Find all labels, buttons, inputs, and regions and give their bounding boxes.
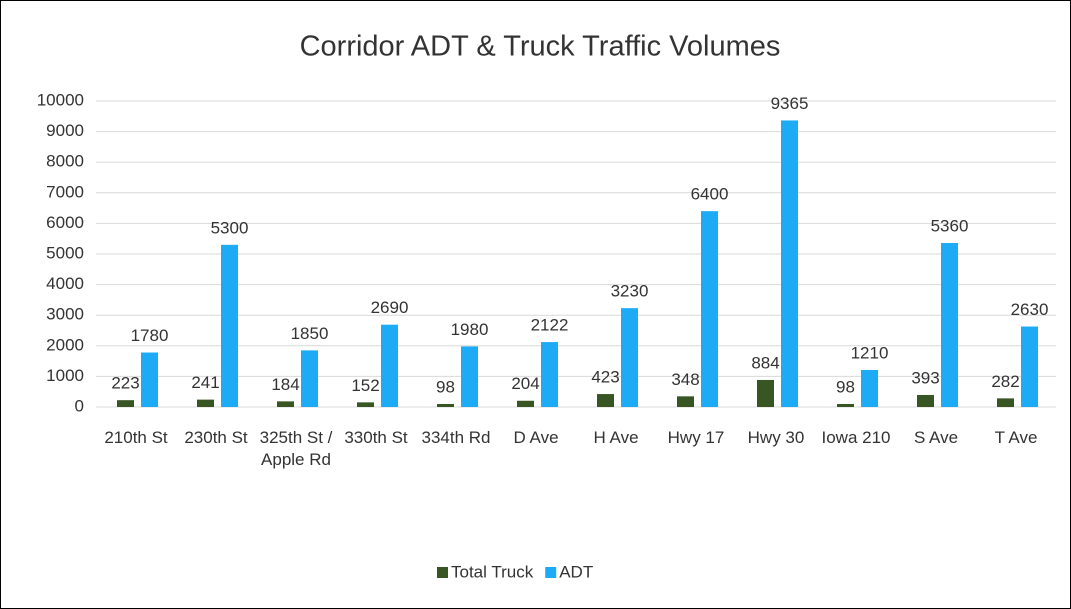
y-tick-label: 9000: [46, 121, 84, 140]
data-label: 2122: [531, 316, 569, 335]
x-tick-label: 325th St / Apple Rd: [259, 428, 333, 469]
bar: [461, 346, 478, 407]
y-tick-label: 4000: [46, 274, 84, 293]
bar: [541, 342, 558, 407]
bar: [517, 400, 534, 407]
data-label: 241: [191, 373, 219, 392]
bar: [757, 379, 774, 407]
x-tick-label: H Ave: [593, 428, 639, 447]
data-label: 1780: [131, 326, 169, 345]
data-label: 5360: [931, 216, 969, 235]
legend-swatch: [437, 567, 448, 578]
chart-title: Corridor ADT & Truck Traffic Volumes: [300, 31, 781, 63]
legend-swatch: [545, 567, 557, 578]
y-tick-label: 2000: [46, 335, 84, 354]
bar: [677, 396, 694, 407]
bar: [997, 398, 1014, 407]
bar: [301, 350, 318, 407]
data-label: 3230: [611, 282, 649, 301]
x-tick-label: Iowa 210: [821, 428, 891, 447]
data-label: 393: [911, 368, 939, 387]
bar: [597, 394, 614, 407]
bar: [621, 308, 638, 407]
bar: [861, 369, 878, 407]
bar: [941, 242, 958, 407]
data-label: 223: [111, 374, 139, 393]
y-tick-label: 7000: [46, 182, 84, 201]
data-label: 9365: [771, 94, 809, 113]
data-label: 1210: [851, 343, 889, 362]
bar: [221, 244, 238, 407]
data-label: 98: [436, 377, 455, 396]
y-tick-label: 6000: [46, 213, 84, 232]
data-label: 282: [991, 372, 1019, 391]
x-tick-label: Hwy 30: [747, 428, 805, 447]
data-label: 884: [751, 353, 779, 372]
x-tick-label: 210th St: [104, 428, 168, 447]
legend-label: ADT: [559, 562, 593, 581]
bar: [781, 120, 798, 407]
bar: [141, 352, 158, 407]
data-label: 98: [836, 377, 855, 396]
y-tick-label: 0: [75, 396, 84, 415]
x-tick-label: 334th Rd: [421, 428, 491, 447]
data-label: 5300: [211, 218, 249, 237]
bar: [357, 402, 374, 407]
y-tick-label: 5000: [46, 243, 84, 262]
x-tick-label: S Ave: [913, 428, 959, 447]
x-tick-label: 230th St: [184, 428, 248, 447]
data-label: 423: [591, 368, 619, 387]
x-tick-label: D Ave: [513, 428, 559, 447]
bar: [1021, 326, 1038, 407]
y-tick-label: 1000: [46, 366, 84, 385]
x-tick-label: 330th St: [344, 428, 408, 447]
data-label: 152: [351, 376, 379, 395]
bar: [701, 211, 718, 407]
data-label: 2690: [371, 298, 409, 317]
data-label: 204: [511, 374, 539, 393]
y-tick-label: 8000: [46, 152, 84, 171]
x-tick-label: Hwy 17: [667, 428, 725, 447]
bar: [917, 394, 934, 407]
x-tick-label: T Ave: [994, 428, 1038, 447]
bar: [381, 324, 398, 407]
data-label: 184: [271, 375, 299, 394]
bar: [277, 401, 294, 407]
y-tick-label: 10000: [37, 90, 84, 109]
data-label: 1980: [451, 320, 489, 339]
bar: [197, 399, 214, 407]
data-label: 1850: [291, 324, 329, 343]
data-label: 6400: [691, 185, 729, 204]
legend-label: Total Truck: [451, 562, 534, 581]
data-label: 2630: [1011, 300, 1049, 319]
bar: [117, 400, 134, 407]
y-tick-label: 3000: [46, 305, 84, 324]
bar: [437, 404, 454, 407]
data-label: 348: [671, 370, 699, 389]
bar: [837, 404, 854, 407]
